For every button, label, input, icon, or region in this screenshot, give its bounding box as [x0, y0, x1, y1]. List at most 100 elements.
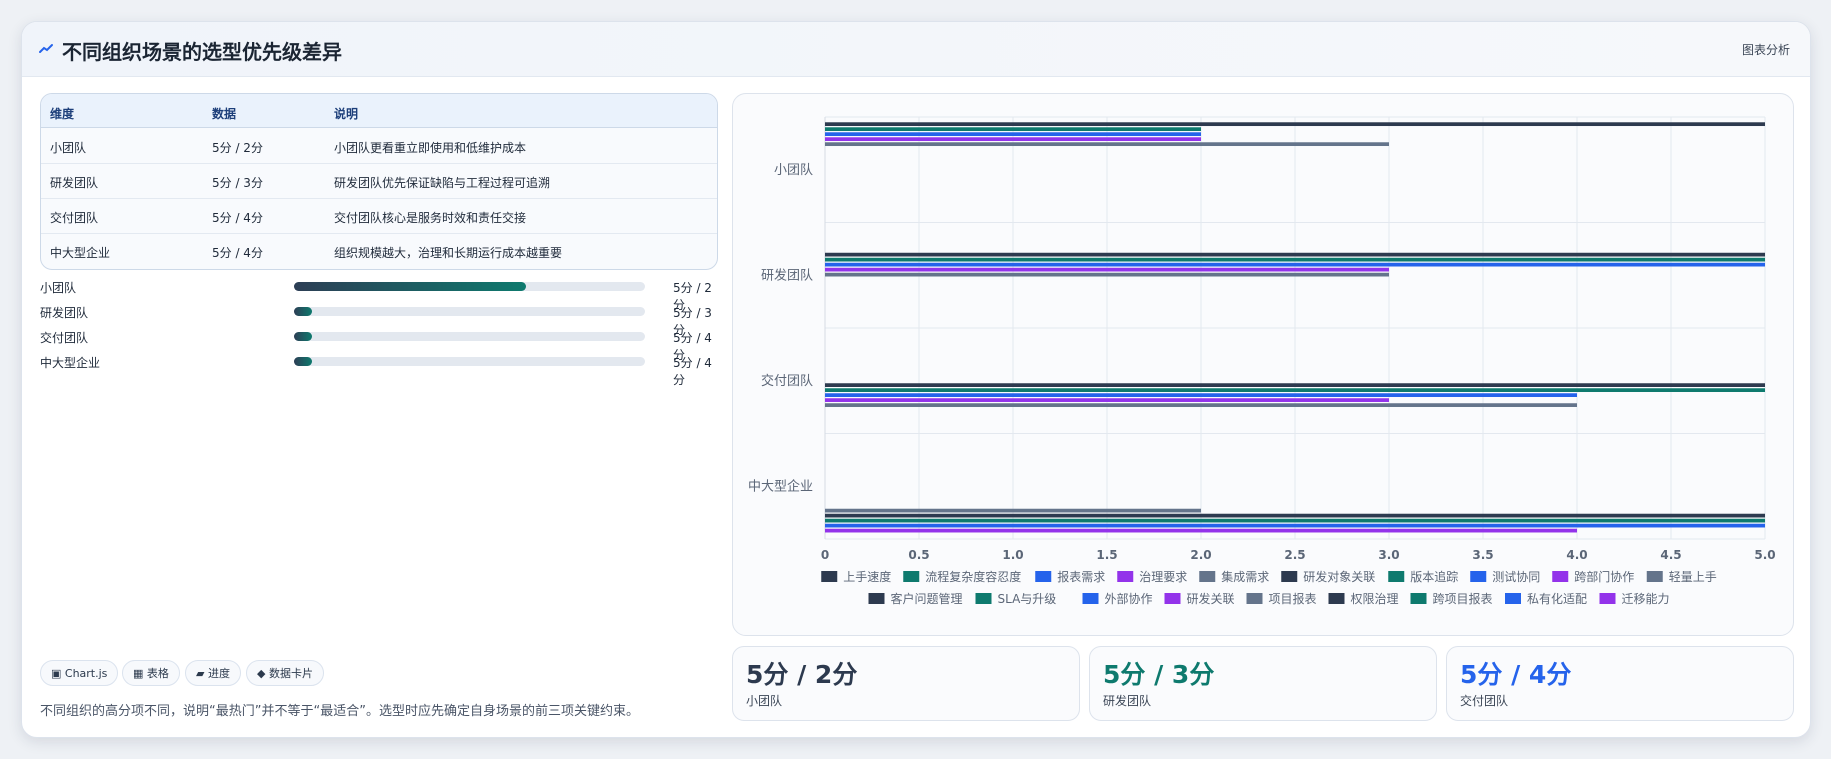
legend-swatch — [975, 593, 992, 604]
legend-swatch — [1552, 571, 1569, 582]
chart-analysis-tag: 图表分析 — [1741, 43, 1790, 57]
legend-swatch — [1599, 593, 1616, 604]
summary-note: 不同组织的高分项不同，说明“最热门”并不等于“最适合”。选型时应先确定自身场景的… — [40, 704, 639, 719]
trend-icon — [39, 44, 53, 53]
data-table: 维度 数据 说明 小团队 5分 / 2分 小团队更看重立即使用和低维护成本 研发… — [40, 93, 718, 270]
legend-label: 治理要求 — [1139, 570, 1187, 584]
legend-swatch — [1117, 571, 1134, 582]
chip-chartjs[interactable]: ▣ Chart.js — [40, 660, 119, 686]
progress-row: 中大型企业 5分 / 4分 — [40, 353, 716, 387]
bar — [825, 132, 1201, 137]
column-header: 数据 — [212, 107, 237, 121]
table-cell: 5分 / 4分 — [212, 211, 263, 225]
legend-label: 跨部门协作 — [1574, 569, 1634, 584]
legend-label: 轻量上手 — [1669, 570, 1717, 584]
x-tick-label: 0 — [821, 548, 829, 562]
progress-row: 交付团队 5分 / 4分 — [40, 328, 716, 362]
x-tick-label: 3.5 — [1472, 548, 1493, 562]
progress-label: 研发团队 — [40, 306, 89, 320]
progress-value: 5分 / 4分 — [673, 356, 712, 387]
y-tick-label: 研发团队 — [761, 267, 813, 283]
chip-data-card[interactable]: ◆ 数据卡片 — [246, 660, 324, 686]
column-header: 维度 — [50, 107, 75, 121]
stat-label: 小团队 — [746, 694, 783, 708]
progress-value: 5分 / 2分 — [673, 281, 712, 312]
legend-label: 上手速度 — [843, 569, 891, 584]
legend-label: 研发对象关联 — [1303, 569, 1375, 584]
x-tick-label: 3.0 — [1378, 548, 1399, 562]
legend-label: 私有化适配 — [1527, 592, 1587, 606]
progress-track — [294, 282, 645, 291]
progress-value: 5分 / 4分 — [673, 331, 712, 362]
legend-label: SLA与升级 — [998, 592, 1057, 606]
table-row: 中大型企业 5分 / 4分 组织规模越大，治理和长期运行成本越重要 — [41, 233, 717, 268]
stat-card: 5分 / 2分 小团队 — [732, 646, 1080, 721]
page-title: 不同组织场景的选型优先级差异 — [62, 40, 342, 64]
x-tick-label: 2.0 — [1190, 548, 1211, 562]
legend-swatch — [868, 593, 885, 604]
progress-value: 5分 / 3分 — [673, 306, 712, 337]
table-cell: 交付团队核心是服务时效和责任交接 — [334, 211, 527, 225]
legend-label: 外部协作 — [1105, 591, 1153, 606]
bar — [825, 383, 1765, 387]
table-cell: 小团队 — [50, 141, 87, 155]
chart-card: 不同组织场景的选型优先级差异 图表分析 维度 数据 说明 小团队 5分 / 2分… — [21, 21, 1811, 738]
legend-swatch — [903, 571, 920, 582]
x-tick-label: 0.5 — [908, 548, 929, 562]
table-row: 交付团队 5分 / 4分 交付团队核心是服务时效和责任交接 — [41, 198, 717, 234]
legend-swatch — [1328, 593, 1345, 604]
y-tick-label: 交付团队 — [761, 373, 813, 389]
table-cell: 组织规模越大，治理和长期运行成本越重要 — [334, 246, 563, 260]
stat-value: 5分 / 3分 — [1103, 660, 1215, 689]
chip-table[interactable]: ▦ 表格 — [122, 660, 180, 686]
table-row: 小团队 5分 / 2分 小团队更看重立即使用和低维护成本 — [41, 128, 717, 164]
bar — [825, 262, 1765, 267]
progress-fill — [294, 282, 526, 291]
chip-progress[interactable]: ▰ 进度 — [185, 660, 241, 686]
legend-swatch — [821, 571, 838, 582]
stat-card: 5分 / 3分 研发团队 — [1089, 646, 1437, 721]
legend-label: 测试协同 — [1492, 569, 1540, 584]
progress-track — [294, 357, 645, 366]
bar — [825, 403, 1577, 407]
bar — [825, 513, 1765, 518]
legend-label: 报表需求 — [1057, 569, 1105, 584]
bar — [825, 518, 1765, 523]
bar — [825, 528, 1577, 533]
x-tick-label: 2.5 — [1284, 548, 1305, 562]
legend-swatch — [1035, 571, 1052, 582]
legend-label: 跨项目报表 — [1433, 591, 1493, 606]
legend-swatch — [1470, 571, 1487, 582]
progress-label: 中大型企业 — [40, 356, 101, 370]
bar — [825, 523, 1765, 528]
bar — [825, 508, 1201, 513]
bar — [825, 257, 1765, 262]
bar — [825, 393, 1577, 397]
bar — [825, 127, 1201, 132]
legend-label: 项目报表 — [1269, 591, 1317, 606]
table-cell: 交付团队 — [50, 211, 99, 225]
stat-card: 5分 / 4分 交付团队 — [1446, 646, 1794, 721]
legend-label: 迁移能力 — [1622, 592, 1670, 606]
progress-label: 交付团队 — [40, 331, 89, 345]
table-cell: 5分 / 4分 — [212, 246, 263, 260]
bar — [825, 267, 1389, 272]
progress-track — [294, 307, 645, 316]
progress-fill — [294, 332, 312, 341]
table-cell: 5分 / 3分 — [212, 176, 263, 190]
bar — [825, 122, 1765, 127]
legend-label: 客户问题管理 — [891, 591, 963, 606]
legend-label: 集成需求 — [1221, 569, 1269, 584]
table-cell: 中大型企业 — [50, 246, 111, 260]
progress-row: 小团队 5分 / 2分 — [40, 278, 716, 312]
bar — [825, 137, 1201, 142]
x-tick-label: 1.0 — [1002, 548, 1023, 562]
bar — [825, 272, 1389, 277]
chart-panel: 0 0.5 1.0 1.5 2.0 2.5 3.0 3.5 4.0 4.5 5.0 小团队 研发团队 交付… — [732, 93, 1794, 636]
bar-chart: 0 0.5 1.0 1.5 2.0 2.5 3.0 3.5 4.0 4.5 5.0 小团队研发团队交付… — [748, 116, 1776, 606]
stat-value: 5分 / 4分 — [1460, 660, 1572, 689]
progress-track — [294, 332, 645, 341]
bar — [825, 252, 1765, 257]
legend-swatch — [1082, 593, 1099, 604]
legend-swatch — [1199, 571, 1216, 582]
